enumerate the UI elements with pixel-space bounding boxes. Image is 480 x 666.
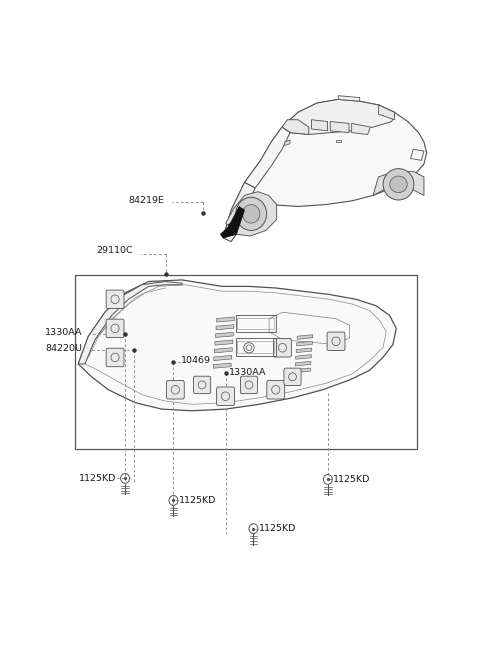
Polygon shape bbox=[228, 224, 236, 230]
Polygon shape bbox=[282, 120, 309, 135]
Polygon shape bbox=[226, 192, 276, 236]
Polygon shape bbox=[297, 334, 313, 339]
Polygon shape bbox=[223, 99, 427, 242]
Text: 1125KD: 1125KD bbox=[334, 475, 371, 484]
FancyBboxPatch shape bbox=[106, 348, 124, 367]
Polygon shape bbox=[214, 356, 232, 360]
Polygon shape bbox=[295, 368, 311, 372]
FancyBboxPatch shape bbox=[216, 387, 234, 406]
Text: 84219E: 84219E bbox=[128, 196, 164, 205]
FancyBboxPatch shape bbox=[267, 380, 285, 399]
Polygon shape bbox=[216, 317, 234, 322]
Polygon shape bbox=[78, 280, 396, 411]
Ellipse shape bbox=[242, 204, 260, 223]
Polygon shape bbox=[228, 221, 235, 226]
Polygon shape bbox=[312, 120, 327, 131]
Polygon shape bbox=[223, 182, 255, 238]
Polygon shape bbox=[216, 324, 234, 330]
Polygon shape bbox=[330, 122, 349, 133]
Polygon shape bbox=[297, 342, 312, 346]
FancyBboxPatch shape bbox=[240, 376, 258, 394]
Text: 1330AA: 1330AA bbox=[229, 368, 267, 377]
Ellipse shape bbox=[390, 176, 407, 192]
FancyBboxPatch shape bbox=[284, 368, 301, 386]
Ellipse shape bbox=[383, 168, 414, 200]
FancyBboxPatch shape bbox=[193, 376, 211, 394]
Text: 1125KD: 1125KD bbox=[259, 524, 296, 533]
FancyBboxPatch shape bbox=[327, 332, 345, 350]
Polygon shape bbox=[215, 348, 232, 353]
Text: 1125KD: 1125KD bbox=[179, 496, 216, 505]
Polygon shape bbox=[296, 355, 312, 359]
Polygon shape bbox=[295, 362, 311, 366]
Polygon shape bbox=[220, 206, 244, 238]
Polygon shape bbox=[213, 363, 231, 368]
Polygon shape bbox=[215, 340, 233, 345]
Polygon shape bbox=[282, 99, 395, 135]
Polygon shape bbox=[78, 282, 182, 364]
Polygon shape bbox=[338, 96, 360, 101]
Polygon shape bbox=[285, 140, 290, 146]
Text: 29110C: 29110C bbox=[96, 246, 132, 254]
Polygon shape bbox=[378, 105, 395, 120]
Polygon shape bbox=[373, 171, 424, 195]
FancyBboxPatch shape bbox=[106, 290, 124, 308]
FancyBboxPatch shape bbox=[106, 319, 124, 338]
Text: 84220U: 84220U bbox=[45, 344, 83, 352]
FancyBboxPatch shape bbox=[167, 380, 184, 399]
Text: 1330AA: 1330AA bbox=[45, 328, 83, 337]
Text: 1125KD: 1125KD bbox=[78, 474, 116, 483]
Text: 10469: 10469 bbox=[181, 356, 211, 366]
Polygon shape bbox=[244, 127, 290, 188]
Polygon shape bbox=[352, 123, 371, 135]
Ellipse shape bbox=[236, 197, 266, 230]
FancyBboxPatch shape bbox=[274, 338, 291, 357]
Polygon shape bbox=[227, 228, 237, 234]
Polygon shape bbox=[296, 348, 312, 352]
Polygon shape bbox=[216, 332, 233, 338]
